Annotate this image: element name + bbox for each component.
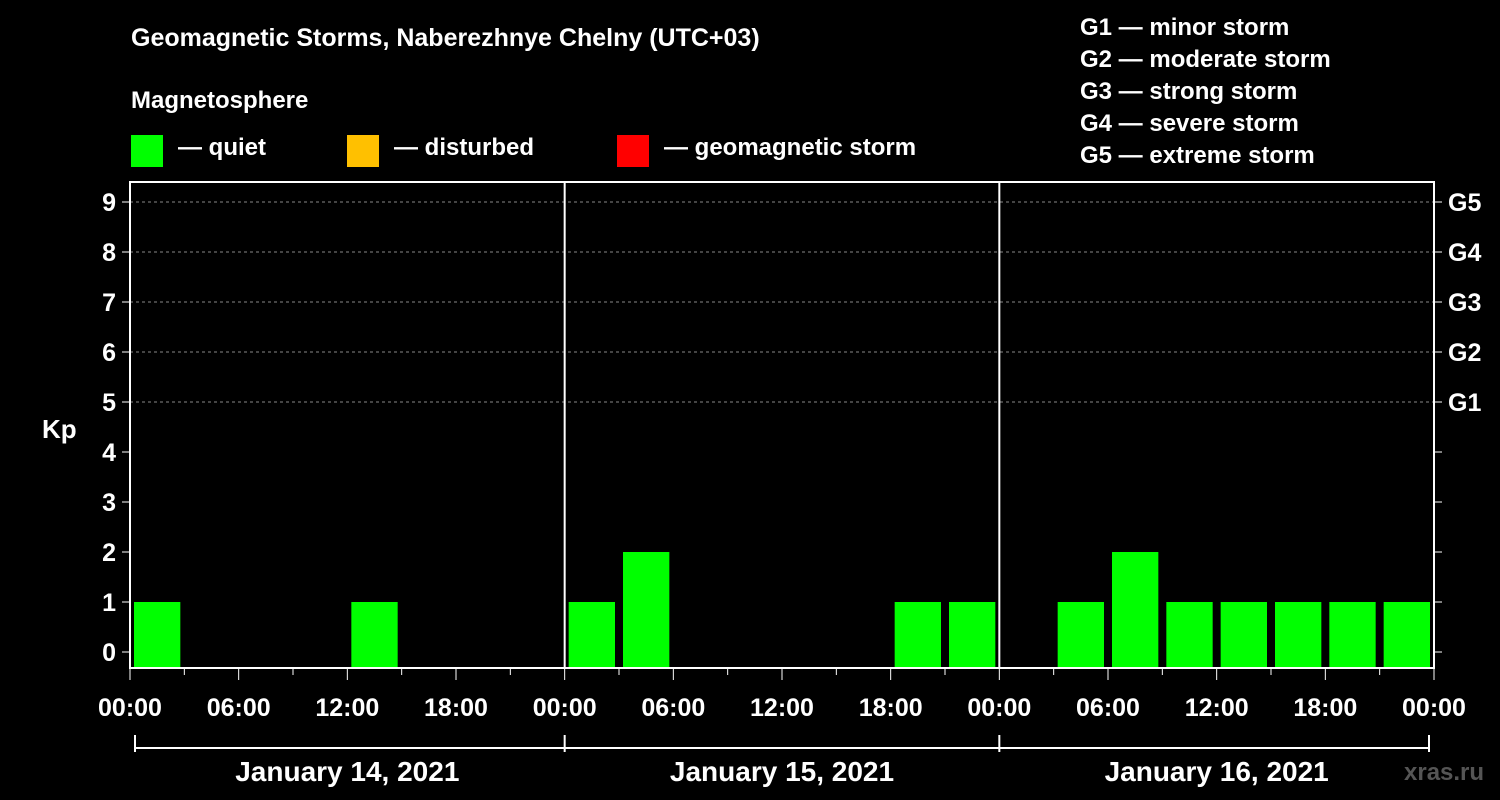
chart-subtitle: Magnetosphere — [131, 87, 309, 114]
scale-legend-g2: G2 — moderate storm — [1080, 46, 1331, 73]
ytick-label-8: 8 — [102, 239, 116, 267]
storm-label-g1: G1 — [1448, 389, 1481, 417]
bar-day2-slot2 — [623, 552, 670, 668]
bar-day1-slot1 — [134, 602, 181, 668]
plot-frame — [129, 181, 1435, 669]
ytick-label-2: 2 — [102, 539, 116, 567]
storm-label-g5: G5 — [1448, 189, 1481, 217]
ytick-label-1: 1 — [102, 589, 116, 617]
bar-day2-slot8 — [949, 602, 996, 668]
legend-swatch-disturbed — [347, 135, 379, 167]
bar-day2-slot1 — [568, 602, 615, 668]
ytick-label-6: 6 — [102, 339, 116, 367]
bar-day3-slot4 — [1166, 602, 1213, 668]
bar-day3-slot8 — [1383, 602, 1430, 668]
xtick-label-6: 12:00 — [750, 694, 814, 722]
bar-day2-slot7 — [894, 602, 941, 668]
date-label-2: January 15, 2021 — [670, 756, 894, 787]
xtick-label-12: 00:00 — [1402, 694, 1466, 722]
xtick-label-2: 12:00 — [315, 694, 379, 722]
ytick-label-3: 3 — [102, 489, 116, 517]
axis-layer: 0 1 2 3 4 5 6 7 8 9 G1 G2 G3 G4 G5 Kp 00:00 06:00 12:00 18:… — [42, 181, 1481, 787]
bar-day3-slot3 — [1112, 552, 1159, 668]
xtick-label-10: 12:00 — [1185, 694, 1249, 722]
storm-label-g2: G2 — [1448, 339, 1481, 367]
ytick-label-9: 9 — [102, 189, 116, 217]
xtick-label-3: 18:00 — [424, 694, 488, 722]
bar-day1-slot5 — [351, 602, 398, 668]
bar-day3-slot2 — [1057, 602, 1104, 668]
legend-label-disturbed: — disturbed — [394, 134, 535, 161]
bar-day3-slot6 — [1275, 602, 1322, 668]
grid-layer — [130, 201, 1434, 403]
legend-label-quiet: — quiet — [178, 134, 266, 161]
ytick-label-7: 7 — [102, 289, 116, 317]
chart-title: Geomagnetic Storms, Naberezhnye Chelny (… — [131, 24, 760, 52]
legend-swatch-quiet — [131, 135, 163, 167]
scale-legend-g4: G4 — severe storm — [1080, 110, 1299, 137]
storm-label-g4: G4 — [1448, 239, 1481, 267]
ytick-label-4: 4 — [102, 439, 116, 467]
bar-day3-slot7 — [1329, 602, 1376, 668]
legend-swatch-storm — [617, 135, 649, 167]
storm-label-g3: G3 — [1448, 289, 1481, 317]
bar-day3-slot5 — [1220, 602, 1267, 668]
scale-legend-g5: G5 — extreme storm — [1080, 142, 1315, 169]
bar-layer — [134, 552, 1430, 668]
ytick-label-0: 0 — [102, 639, 116, 667]
xtick-label-11: 18:00 — [1293, 694, 1357, 722]
y-axis-label: Kp — [42, 414, 77, 444]
scale-legend-g3: G3 — strong storm — [1080, 78, 1298, 105]
date-label-3: January 16, 2021 — [1105, 756, 1329, 787]
xtick-label-8: 00:00 — [967, 694, 1031, 722]
xtick-label-0: 00:00 — [98, 694, 162, 722]
xtick-label-5: 06:00 — [641, 694, 705, 722]
xtick-label-7: 18:00 — [859, 694, 923, 722]
legend-label-storm: — geomagnetic storm — [664, 134, 917, 161]
xtick-label-9: 06:00 — [1076, 694, 1140, 722]
xtick-label-4: 00:00 — [533, 694, 597, 722]
credit-watermark: xras.ru — [1404, 759, 1485, 786]
scale-legend-g1: G1 — minor storm — [1080, 14, 1290, 41]
xtick-label-1: 06:00 — [207, 694, 271, 722]
ytick-label-5: 5 — [102, 389, 116, 417]
date-label-1: January 14, 2021 — [235, 756, 459, 787]
